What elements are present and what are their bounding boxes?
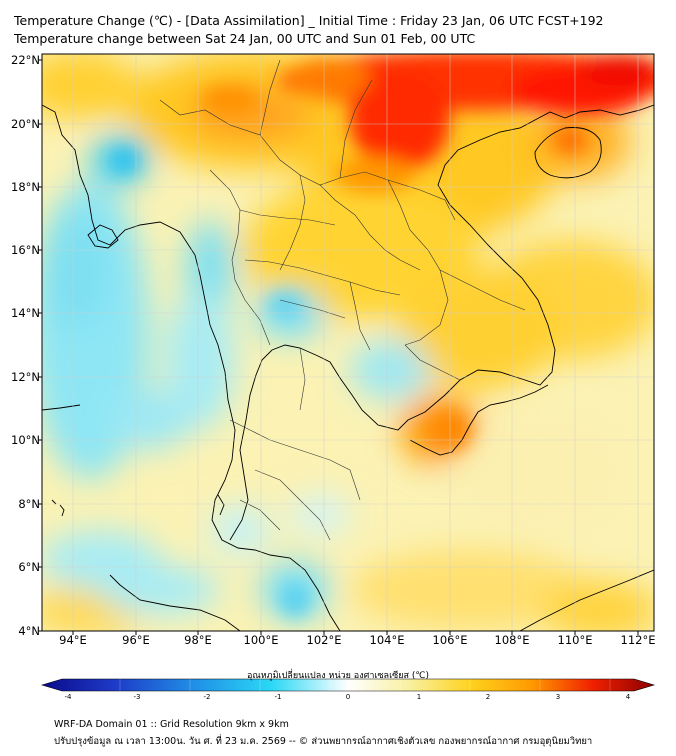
lat-label: 16°N — [11, 243, 40, 257]
colorbar-tick-label: 1 — [416, 693, 422, 701]
lon-label: 96°E — [122, 633, 150, 647]
lat-label: 14°N — [11, 306, 40, 320]
update-credit: ปรับปรุงข้อมูล ณ เวลา 13:00น. วัน ศ. ที่… — [54, 736, 593, 747]
colorbar-tick-label: 2 — [485, 693, 491, 701]
lon-label: 110°E — [557, 633, 593, 647]
colorbar — [40, 678, 656, 692]
map-title: Temperature Change (℃) - [Data Assimilat… — [14, 13, 604, 28]
lon-label: 106°E — [432, 633, 468, 647]
colorbar-title: อุณหภูมิเปลี่ยนแปลง หน่วย องศาเซลเซียส (… — [246, 671, 430, 681]
map-subtitle: Temperature change between Sat 24 Jan, 0… — [14, 31, 476, 46]
map-frame — [41, 53, 655, 632]
colorbar-tick-label: 3 — [555, 693, 561, 701]
axis-ticks — [38, 59, 639, 635]
model-info: WRF-DA Domain 01 :: Grid Resolution 9km … — [54, 719, 289, 730]
temperature-field — [42, 54, 654, 631]
lon-label: 112°E — [620, 633, 656, 647]
lon-label: 102°E — [306, 633, 342, 647]
colorbar-tick-label: -2 — [203, 693, 211, 701]
lon-label: 108°E — [494, 633, 530, 647]
lon-label: 98°E — [184, 633, 212, 647]
admin-borders — [159, 59, 526, 541]
colorbar-tick-label: 0 — [345, 693, 351, 701]
lat-label: 20°N — [11, 117, 40, 131]
map-grid — [42, 54, 654, 631]
lat-label: 12°N — [11, 370, 40, 384]
lon-label: 94°E — [59, 633, 87, 647]
lat-label: 22°N — [11, 53, 40, 67]
colorbar-tick-label: -4 — [64, 693, 72, 701]
colorbar-tick-label: -3 — [133, 693, 141, 701]
lat-label: 18°N — [11, 180, 40, 194]
colorbar-tick-label: -1 — [274, 693, 282, 701]
lat-label: 10°N — [11, 433, 40, 447]
lon-label: 100°E — [243, 633, 279, 647]
lat-label: 6°N — [18, 560, 40, 574]
lon-label: 104°E — [369, 633, 405, 647]
colorbar-tick-label: 4 — [625, 693, 631, 701]
lat-label: 4°N — [18, 624, 40, 638]
lat-label: 8°N — [18, 497, 40, 511]
